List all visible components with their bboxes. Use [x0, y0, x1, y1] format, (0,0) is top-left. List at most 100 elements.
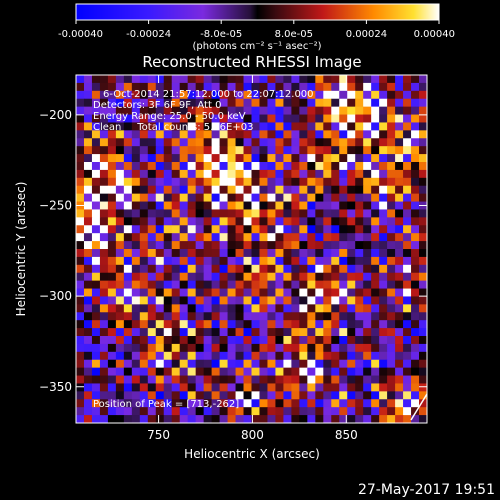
heatmap-cell: [227, 328, 236, 337]
heatmap-cell: [339, 367, 348, 376]
heatmap-cell: [339, 217, 348, 226]
heatmap-cell: [219, 106, 228, 115]
heatmap-cell: [355, 122, 364, 131]
heatmap-cell: [283, 304, 292, 313]
heatmap-cell: [331, 391, 340, 400]
heatmap-cell: [195, 304, 205, 313]
heatmap-cell: [187, 312, 197, 321]
heatmap-cell: [91, 328, 101, 337]
heatmap-cell: [371, 114, 380, 123]
heatmap-cell: [275, 312, 284, 321]
heatmap-cell: [315, 336, 324, 345]
heatmap-cell: [155, 146, 165, 155]
heatmap-cell: [323, 256, 332, 266]
heatmap-cell: [131, 272, 141, 282]
heatmap-cell: [139, 359, 149, 369]
heatmap-cell: [275, 280, 284, 289]
heatmap-cell: [203, 106, 213, 115]
heatmap-cell: [203, 383, 213, 392]
heatmap-cell: [371, 185, 380, 195]
heatmap-cell: [395, 177, 404, 187]
heatmap-cell: [219, 146, 228, 155]
heatmap-cell: [131, 154, 141, 163]
heatmap-cell: [323, 193, 332, 202]
heatmap-cell: [379, 272, 388, 282]
heatmap-cell: [419, 138, 427, 147]
heatmap-cell: [107, 375, 117, 384]
heatmap-cell: [379, 225, 388, 234]
heatmap-cell: [347, 225, 356, 234]
heatmap-cell: [147, 375, 157, 384]
heatmap-cell: [291, 233, 300, 242]
heatmap-cell: [347, 201, 356, 210]
heatmap-cell: [83, 114, 93, 123]
heatmap-cell: [419, 367, 427, 376]
heatmap-cell: [275, 399, 284, 408]
heatmap-cell: [219, 233, 228, 242]
heatmap-cell: [99, 367, 109, 376]
heatmap-cell: [283, 241, 292, 250]
heatmap-cell: [411, 375, 420, 384]
heatmap-cell: [395, 114, 404, 123]
heatmap-cell: [275, 162, 284, 171]
heatmap-cell: [76, 106, 85, 115]
heatmap-cell: [219, 256, 228, 266]
heatmap-cell: [219, 280, 228, 289]
heatmap-cell: [99, 201, 109, 210]
heatmap-cell: [379, 288, 388, 297]
heatmap-cell: [395, 383, 404, 392]
heatmap-cell: [259, 225, 268, 234]
heatmap-cell: [163, 328, 173, 337]
heatmap-cell: [419, 359, 427, 369]
heatmap-cell: [283, 343, 292, 353]
heatmap-cell: [299, 185, 308, 195]
heatmap-cell: [235, 82, 244, 92]
heatmap-cell: [227, 122, 236, 131]
info-line-time: 6-Oct-2014 21:57:12.000 to 22:07:12.000: [103, 89, 314, 100]
heatmap-cell: [83, 138, 93, 147]
heatmap-cell: [123, 114, 133, 123]
heatmap-cell: [76, 367, 85, 376]
heatmap-cell: [323, 162, 332, 171]
heatmap-cell: [299, 146, 308, 155]
heatmap-cell: [259, 138, 268, 147]
heatmap-cell: [371, 225, 380, 234]
heatmap-cell: [251, 75, 260, 84]
heatmap-cell: [163, 288, 173, 297]
heatmap-cell: [291, 415, 300, 423]
heatmap-cell: [195, 351, 205, 361]
heatmap-cell: [235, 98, 244, 108]
heatmap-cell: [139, 162, 149, 171]
heatmap-cell: [99, 407, 109, 416]
heatmap-cell: [155, 375, 165, 384]
heatmap-cell: [243, 391, 252, 400]
heatmap-cell: [419, 169, 427, 179]
heatmap-cell: [339, 201, 348, 210]
heatmap-cell: [227, 201, 236, 210]
heatmap-cell: [371, 288, 380, 297]
heatmap-cell: [139, 391, 149, 400]
heatmap-cell: [123, 399, 133, 408]
heatmap-cell: [419, 185, 427, 195]
heatmap-cell: [315, 312, 324, 321]
heatmap-cell: [323, 328, 332, 337]
heatmap-cell: [76, 249, 85, 258]
y-tick-label: −200: [39, 108, 72, 122]
heatmap-cell: [243, 162, 252, 171]
heatmap-cell: [291, 201, 300, 210]
heatmap-cell: [115, 367, 125, 376]
heatmap-cell: [291, 351, 300, 361]
heatmap-cell: [147, 75, 157, 84]
heatmap-cell: [331, 209, 340, 218]
heatmap-cell: [291, 312, 300, 321]
heatmap-cell: [291, 304, 300, 313]
heatmap-cell: [147, 82, 157, 92]
heatmap-cell: [155, 351, 165, 361]
heatmap-cell: [275, 272, 284, 282]
heatmap-cell: [291, 162, 300, 171]
heatmap-cell: [355, 407, 364, 416]
heatmap-cell: [203, 225, 213, 234]
heatmap-cell: [155, 328, 165, 337]
heatmap-cell: [315, 106, 324, 115]
heatmap-cell: [187, 82, 197, 92]
